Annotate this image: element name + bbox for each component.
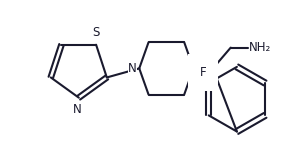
Text: N: N — [196, 62, 205, 75]
Text: F: F — [200, 66, 206, 79]
Text: NH₂: NH₂ — [249, 41, 272, 54]
Text: N: N — [128, 62, 137, 75]
Text: S: S — [92, 26, 100, 39]
Text: N: N — [73, 103, 82, 116]
